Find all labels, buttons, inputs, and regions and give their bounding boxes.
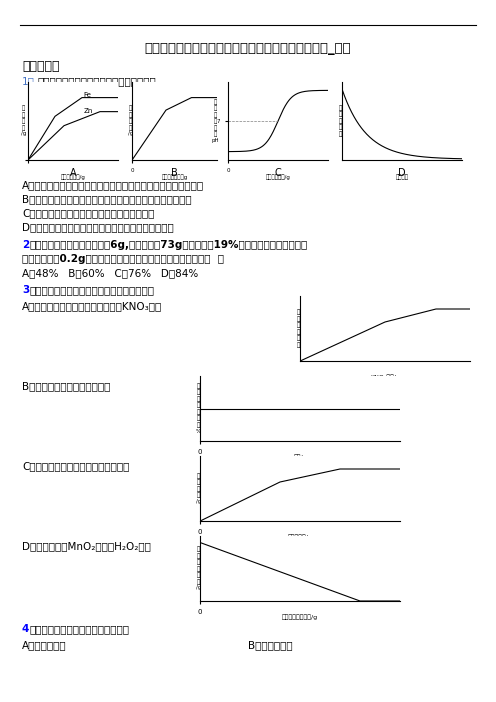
Text: Zn: Zn [84,108,93,114]
Text: C．向一定量的硫酸铜溶液中加入铁粉: C．向一定量的硫酸铜溶液中加入铁粉 [22,461,129,471]
X-axis label: 过氧化氢溶液质量/g: 过氧化氢溶液质量/g [282,614,318,620]
Y-axis label: 烧
杯
中
溶
液
的
pH: 烧 杯 中 溶 液 的 pH [212,99,219,143]
Text: 1．: 1． [22,76,35,86]
Text: A．48%   B．60%   C．76%   D．84%: A．48% B．60% C．76% D．84% [22,268,198,278]
X-axis label: 稀硫酸的质量/g: 稀硫酸的质量/g [61,174,85,180]
Y-axis label: 气
体
质
量
/g: 气 体 质 量 /g [21,105,26,136]
Text: B．一定温度下，向饱和的硝酸钾溶液中不断加入硝酸钾固体: B．一定温度下，向饱和的硝酸钾溶液中不断加入硝酸钾固体 [22,194,191,204]
Text: 全反应，得到0.2g气体，则原铁条样品中铁元素的质量分数为（  ）: 全反应，得到0.2g气体，则原铁条样品中铁元素的质量分数为（ ） [22,254,224,264]
Y-axis label: 固
体
的
质
量: 固 体 的 质 量 [339,105,342,137]
Text: A．化学与生活: A．化学与生活 [22,640,66,650]
Y-axis label: 溶
液
质
量
/g: 溶 液 质 量 /g [128,105,133,136]
Text: 4: 4 [22,624,29,634]
Text: Fe: Fe [84,92,92,98]
Text: A．一定温度下，向一定量水中加入KNO₃固体: A．一定温度下，向一定量水中加入KNO₃固体 [22,301,162,311]
Text: D．向一定量的MnO₂中加入H₂O₂溶液: D．向一定量的MnO₂中加入H₂O₂溶液 [22,541,151,551]
Y-axis label: 溶
液
质
量
/g: 溶 液 质 量 /g [196,473,201,504]
Text: ．下列四个图像中，能正确反映对应关系的是: ．下列四个图像中，能正确反映对应关系的是 [30,285,155,295]
Text: D．向一定量的氧化铁中通入一氧化碳气体并持续高温: D．向一定量的氧化铁中通入一氧化碳气体并持续高温 [22,222,174,232]
Y-axis label: 一
氧
化
氢
质
量
/g: 一 氧 化 氢 质 量 /g [196,547,201,590]
Text: 下列曲线能正确表达对应的反应或过程的是: 下列曲线能正确表达对应的反应或过程的是 [38,76,157,86]
X-axis label: 铁粉的质量/g: 铁粉的质量/g [288,534,312,540]
Text: ．下列归纳和总结完全正确的一组是: ．下列归纳和总结完全正确的一组是 [30,624,130,634]
Y-axis label: 溶
质
质
量
分
数: 溶 质 质 量 分 数 [297,310,300,347]
Text: B: B [171,168,178,178]
Text: C．向盛有一定量稀硫酸的烧杯中不断加水稀释: C．向盛有一定量稀硫酸的烧杯中不断加水稀释 [22,208,154,218]
Text: A．等质量的锌和铁分别与足量的溶质质量分数相同的稀硫酸反应: A．等质量的锌和铁分别与足量的溶质质量分数相同的稀硫酸反应 [22,180,204,190]
X-axis label: 加入固体的质量g: 加入固体的质量g [161,174,187,180]
Y-axis label: 固
体
中
质
量
分
数
%: 固 体 中 质 量 分 数 % [196,383,201,434]
X-axis label: 添加水的质量/g: 添加水的质量/g [265,174,291,180]
X-axis label: KNO₃质量/g: KNO₃质量/g [370,374,400,380]
Text: C: C [275,168,281,178]
Text: 2: 2 [22,240,29,250]
Text: ．现有表面被氧化的铁条样品6g,加入到盛有73g质量分数为19%的稀盐酸的烧杯中恰好完: ．现有表面被氧化的铁条样品6g,加入到盛有73g质量分数为19%的稀盐酸的烧杯中… [30,240,308,250]
Text: 一、选择题: 一、选择题 [22,60,60,73]
Text: B．加热一定量的高锰酸钾固体: B．加热一定量的高锰酸钾固体 [22,381,111,391]
X-axis label: 时间/s: 时间/s [294,454,307,460]
X-axis label: 反应时间: 反应时间 [395,174,409,180]
Text: D: D [398,168,406,178]
Text: 江西省高安市高安中学新高一入学分班考试化学模拟_图文: 江西省高安市高安中学新高一入学分班考试化学模拟_图文 [145,42,351,55]
Text: 3: 3 [22,285,29,295]
Text: A: A [69,168,76,178]
Text: B．化学与安全: B．化学与安全 [248,640,293,650]
